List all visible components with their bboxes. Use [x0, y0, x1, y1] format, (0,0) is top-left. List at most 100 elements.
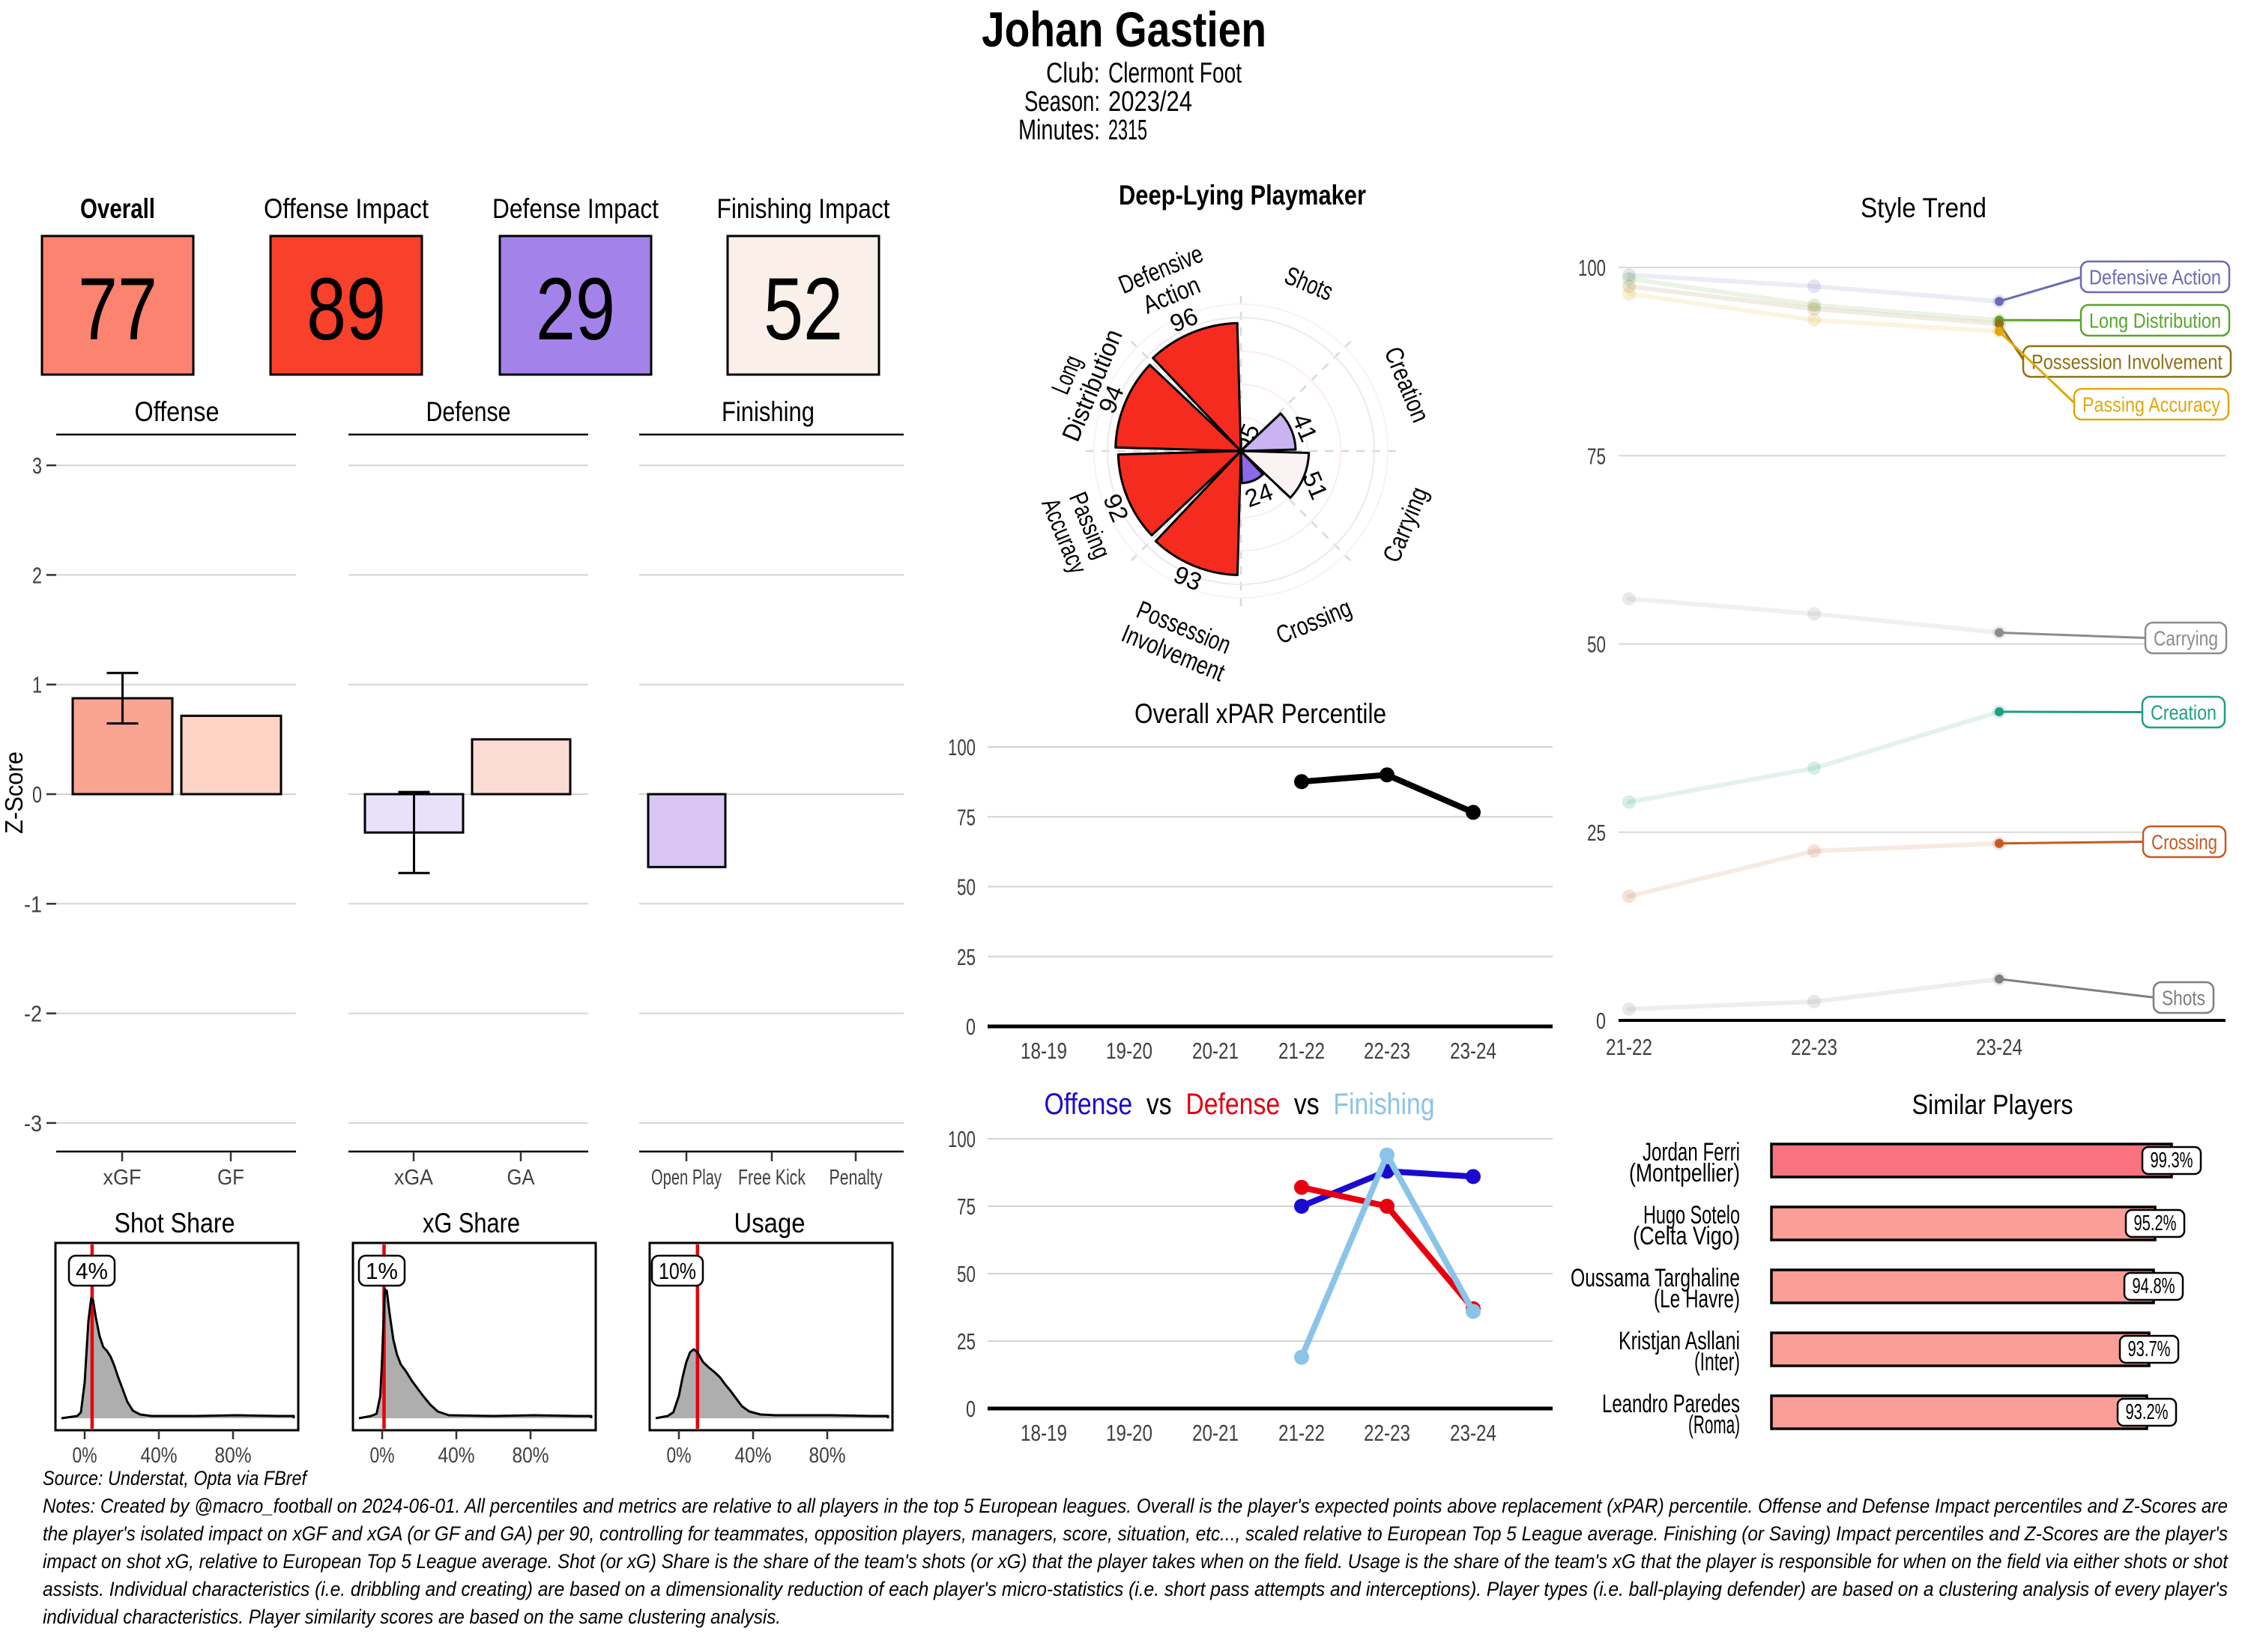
svg-text:100: 100: [1578, 255, 1606, 281]
svg-text:Offense Impact: Offense Impact: [264, 193, 429, 224]
svg-text:93.7%: 93.7%: [2128, 1337, 2171, 1361]
svg-text:Overall xPAR Percentile: Overall xPAR Percentile: [1134, 698, 1386, 729]
svg-text:22-23: 22-23: [1364, 1038, 1410, 1064]
svg-text:Overall: Overall: [80, 193, 155, 224]
svg-text:Penalty: Penalty: [830, 1166, 883, 1190]
svg-text:Passing Accuracy: Passing Accuracy: [2082, 393, 2220, 417]
svg-text:19-20: 19-20: [1106, 1038, 1152, 1064]
svg-text:21-22: 21-22: [1278, 1420, 1325, 1446]
svg-text:Defense Impact: Defense Impact: [492, 193, 659, 224]
svg-text:the player's isolated impact o: the player's isolated impact on xGF and …: [43, 1522, 2228, 1545]
svg-text:20-21: 20-21: [1192, 1420, 1239, 1446]
svg-text:23-24: 23-24: [1976, 1034, 2022, 1060]
svg-text:GA: GA: [507, 1166, 536, 1190]
svg-text:1: 1: [32, 672, 42, 698]
svg-text:25: 25: [957, 1328, 976, 1355]
svg-text:Long Distribution: Long Distribution: [2089, 309, 2221, 333]
svg-text:impact on shot xG, relative to: impact on shot xG, relative to European …: [43, 1550, 2229, 1573]
svg-text:Carrying: Carrying: [2154, 627, 2218, 650]
svg-text:18-19: 18-19: [1021, 1038, 1067, 1064]
svg-text:50: 50: [1587, 632, 1606, 658]
svg-text:29: 29: [536, 260, 615, 359]
svg-text:individual characteristics. Pl: individual characteristics. Player simil…: [43, 1606, 781, 1628]
svg-text:50: 50: [957, 874, 976, 901]
svg-text:assists. Individual characteri: assists. Individual characteristics (i.e…: [43, 1578, 2228, 1600]
svg-text:Notes: Created by @macro_footb: Notes: Created by @macro_football on 202…: [43, 1495, 2228, 1517]
svg-text:Offense vs Defense vs Fini: Offense vs Defense vs Finishing: [1045, 1088, 1435, 1121]
svg-text:xGA: xGA: [394, 1166, 434, 1190]
svg-text:Shots: Shots: [2162, 987, 2205, 1010]
svg-text:0%: 0%: [370, 1444, 395, 1468]
svg-text:(Le Havre): (Le Havre): [1654, 1285, 1740, 1313]
svg-text:(Celta Vigo): (Celta Vigo): [1633, 1222, 1740, 1250]
svg-text:80%: 80%: [215, 1444, 252, 1468]
svg-text:99.3%: 99.3%: [2151, 1149, 2193, 1173]
svg-text:3: 3: [32, 453, 42, 479]
svg-text:93.2%: 93.2%: [2126, 1400, 2169, 1424]
svg-text:40%: 40%: [141, 1444, 178, 1468]
svg-text:Open Play: Open Play: [651, 1166, 722, 1190]
svg-text:18-19: 18-19: [1021, 1420, 1067, 1446]
svg-text:Style Trend: Style Trend: [1861, 193, 1986, 223]
svg-text:0: 0: [966, 1396, 976, 1422]
svg-text:Free Kick: Free Kick: [738, 1166, 806, 1190]
svg-text:20-21: 20-21: [1192, 1038, 1239, 1064]
svg-text:52: 52: [764, 260, 843, 359]
svg-text:GF: GF: [217, 1166, 244, 1190]
svg-text:Johan Gastien: Johan Gastien: [982, 1, 1266, 57]
svg-text:2: 2: [32, 562, 42, 588]
svg-text:Shot Share: Shot Share: [115, 1208, 235, 1238]
svg-text:94.8%: 94.8%: [2133, 1274, 2175, 1298]
svg-text:75: 75: [1587, 443, 1606, 469]
svg-text:21-22: 21-22: [1278, 1038, 1325, 1064]
svg-text:Possession Involvement: Possession Involvement: [2031, 351, 2223, 374]
svg-text:0: 0: [1596, 1008, 1606, 1034]
svg-text:Clermont Foot: Clermont Foot: [1108, 58, 1242, 89]
svg-text:4%: 4%: [76, 1258, 108, 1284]
svg-text:21-22: 21-22: [1606, 1034, 1652, 1060]
svg-text:23-24: 23-24: [1450, 1038, 1496, 1064]
svg-text:25: 25: [957, 944, 976, 970]
svg-text:0: 0: [32, 781, 42, 808]
svg-text:95.2%: 95.2%: [2134, 1211, 2177, 1235]
svg-text:xG Share: xG Share: [423, 1208, 520, 1238]
svg-text:-1: -1: [24, 891, 42, 917]
svg-text:40%: 40%: [735, 1444, 772, 1468]
svg-text:Club:: Club:: [1046, 58, 1100, 89]
svg-text:Defense: Defense: [426, 396, 511, 427]
svg-text:Z-Score: Z-Score: [0, 751, 28, 834]
svg-text:0: 0: [966, 1014, 976, 1040]
svg-text:Season:: Season:: [1024, 86, 1100, 118]
svg-text:77: 77: [78, 260, 157, 359]
svg-text:Minutes:: Minutes:: [1018, 115, 1100, 146]
svg-text:(Montpellier): (Montpellier): [1629, 1159, 1740, 1187]
svg-text:0%: 0%: [667, 1444, 692, 1468]
svg-text:0%: 0%: [73, 1444, 97, 1468]
svg-text:23-24: 23-24: [1450, 1420, 1496, 1446]
svg-text:Similar Players: Similar Players: [1912, 1089, 2073, 1120]
svg-text:100: 100: [948, 734, 976, 760]
svg-text:Finishing: Finishing: [722, 396, 815, 427]
svg-text:75: 75: [957, 1193, 976, 1220]
svg-text:75: 75: [957, 804, 976, 830]
svg-text:Finishing Impact: Finishing Impact: [717, 193, 891, 224]
svg-text:Offense: Offense: [135, 396, 220, 427]
svg-text:(Roma): (Roma): [1688, 1411, 1740, 1439]
svg-text:xGF: xGF: [103, 1166, 142, 1190]
svg-text:Source: Understat, Opta via FB: Source: Understat, Opta via FBref: [43, 1467, 308, 1489]
svg-text:(Inter): (Inter): [1694, 1348, 1740, 1376]
svg-text:-2: -2: [24, 1001, 42, 1027]
svg-text:89: 89: [306, 260, 386, 359]
svg-text:Creation: Creation: [2151, 701, 2217, 724]
svg-text:2023/24: 2023/24: [1108, 86, 1192, 118]
svg-text:-3: -3: [24, 1110, 42, 1137]
svg-text:Defensive Action: Defensive Action: [2089, 266, 2221, 289]
svg-text:40%: 40%: [438, 1444, 475, 1468]
svg-text:80%: 80%: [513, 1444, 549, 1468]
svg-text:Deep-Lying Playmaker: Deep-Lying Playmaker: [1119, 180, 1366, 211]
svg-text:22-23: 22-23: [1791, 1034, 1837, 1060]
svg-text:1%: 1%: [366, 1258, 398, 1284]
svg-text:Usage: Usage: [734, 1208, 806, 1238]
svg-text:80%: 80%: [809, 1444, 846, 1468]
svg-text:50: 50: [957, 1261, 976, 1287]
